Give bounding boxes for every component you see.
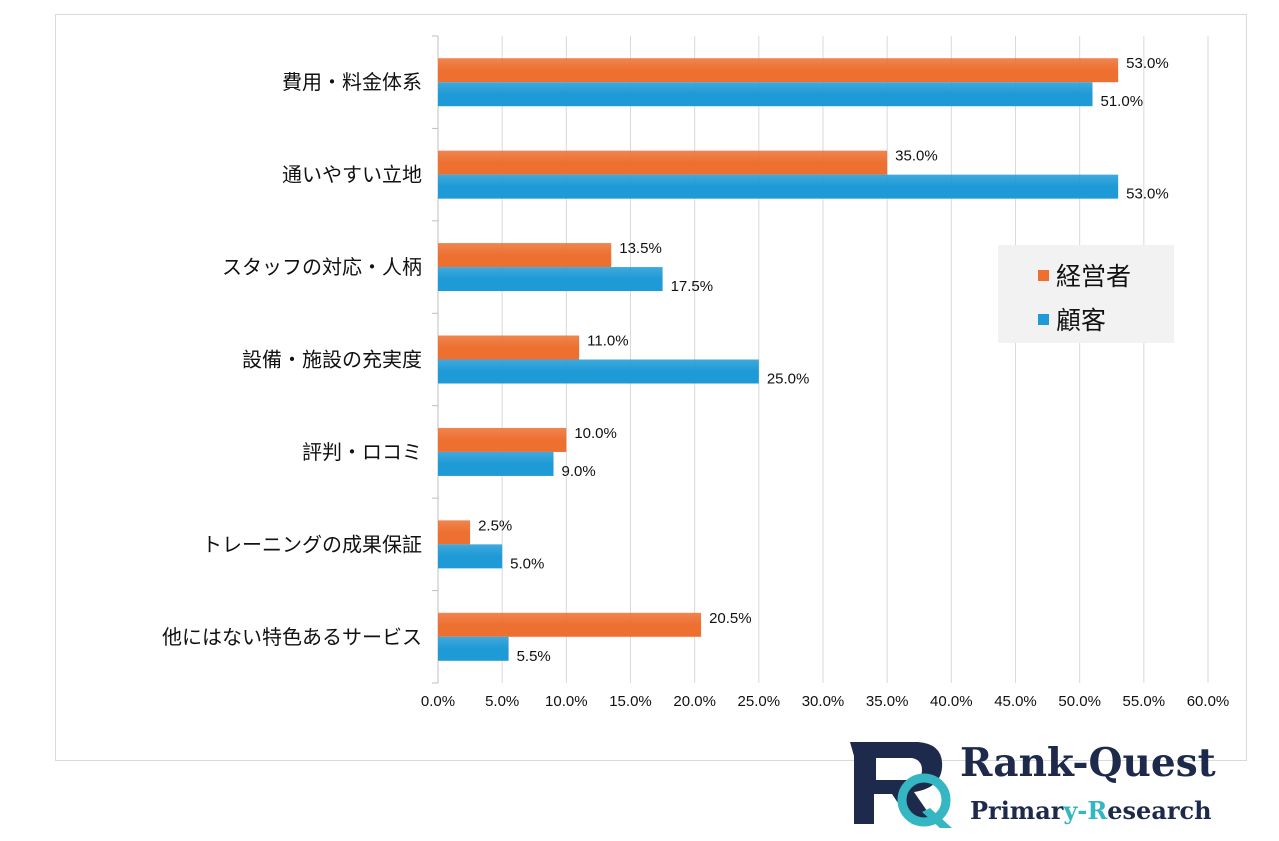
x-tick-label: 40.0% xyxy=(930,693,973,710)
value-label: 35.0% xyxy=(895,148,938,165)
bar-customers xyxy=(438,267,663,292)
x-tick-label: 10.0% xyxy=(545,693,588,710)
value-label: 5.5% xyxy=(517,648,551,665)
x-tick-label: 15.0% xyxy=(609,693,652,710)
x-tick-label: 60.0% xyxy=(1187,693,1230,710)
value-label: 10.0% xyxy=(574,425,617,442)
x-tick-label: 45.0% xyxy=(994,693,1037,710)
value-label: 53.0% xyxy=(1126,186,1169,203)
brand-sub-part2: y- xyxy=(1063,796,1088,825)
rq-logo-icon xyxy=(850,742,952,828)
legend-item-customers: 顧客 xyxy=(1038,301,1106,337)
value-label: 11.0% xyxy=(587,333,628,350)
legend-swatch-orange xyxy=(1038,269,1049,281)
x-tick-label: 20.0% xyxy=(673,693,716,710)
x-tick-label: 5.0% xyxy=(485,693,519,710)
value-label: 5.0% xyxy=(510,555,544,572)
legend-label-executives: 経営者 xyxy=(1056,262,1132,291)
value-label: 53.0% xyxy=(1126,55,1169,72)
bar-executives xyxy=(438,243,612,268)
category-label: 設備・施設の充実度 xyxy=(242,348,422,372)
category-label: スタッフの対応・人柄 xyxy=(222,255,422,279)
brand-sub-part3: R xyxy=(1087,796,1108,825)
x-tick-label: 55.0% xyxy=(1123,693,1166,710)
brand-name-part1: Rank-Q xyxy=(960,740,1123,786)
value-label: 9.0% xyxy=(562,463,596,480)
x-tick-label: 0.0% xyxy=(421,693,455,710)
bar-executives xyxy=(438,520,471,545)
brand-name-part2: uest xyxy=(1122,740,1216,786)
x-tick-label: 30.0% xyxy=(802,693,845,710)
brand-name: Rank-Quest xyxy=(960,740,1216,786)
bar-customers xyxy=(438,636,509,661)
bar-customers xyxy=(438,359,759,384)
labels: 0.0% 5.0% 10.0% 15.0% 20.0% 25.0% 30.0% 35.0% 40… xyxy=(162,55,1229,710)
grid-lines xyxy=(432,35,1209,684)
value-label: 13.5% xyxy=(619,240,662,257)
value-label: 25.0% xyxy=(767,371,810,388)
x-tick-label: 50.0% xyxy=(1058,693,1101,710)
category-label: 通いやすい立地 xyxy=(282,163,422,187)
bar-customers xyxy=(438,451,554,476)
category-label: 他にはない特色あるサービス xyxy=(162,625,422,649)
bar-executives xyxy=(438,427,567,452)
bar-customers xyxy=(438,174,1119,199)
x-tick-label: 25.0% xyxy=(738,693,781,710)
value-label: 2.5% xyxy=(478,517,512,534)
brand-sub-part1: Primar xyxy=(970,796,1064,825)
bar-executives xyxy=(438,612,702,637)
value-label: 17.5% xyxy=(671,278,714,295)
rank-quest-logo: Rank-Quest Primary-Research xyxy=(848,736,1248,836)
bars xyxy=(438,58,1119,661)
chart-legend: 経営者 顧客 xyxy=(998,245,1174,343)
x-tick-label: 35.0% xyxy=(866,693,909,710)
bar-executives xyxy=(438,58,1119,83)
bar-customers xyxy=(438,82,1093,107)
bar-executives xyxy=(438,335,580,360)
category-label: 評判・ロコミ xyxy=(302,440,422,464)
value-label: 20.5% xyxy=(709,610,752,627)
bar-executives xyxy=(438,150,888,175)
legend-label-customers: 顧客 xyxy=(1056,306,1107,335)
legend-swatch-blue xyxy=(1038,313,1049,325)
category-label: トレーニングの成果保証 xyxy=(202,532,422,556)
bar-customers xyxy=(438,544,503,569)
brand-sub-part4: esearch xyxy=(1107,796,1212,825)
category-label: 費用・料金体系 xyxy=(282,70,422,94)
brand-subtitle: Primary-Research xyxy=(970,796,1212,825)
legend-item-executives: 経営者 xyxy=(1038,257,1131,293)
value-label: 51.0% xyxy=(1101,93,1144,110)
